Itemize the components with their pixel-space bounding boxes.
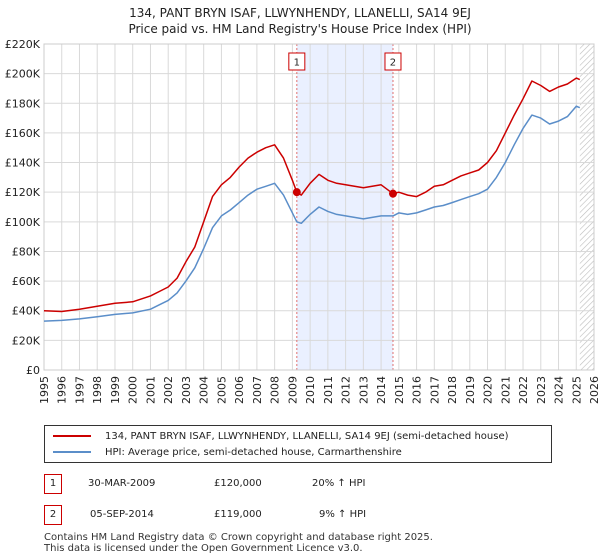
highlight-period	[296, 44, 393, 370]
x-tick-label: 1999	[109, 376, 122, 404]
x-tick-label: 2007	[251, 376, 264, 404]
sale-label-text: 2	[390, 58, 396, 69]
y-tick-label: £0	[26, 364, 40, 377]
legend: 134, PANT BRYN ISAF, LLWYNHENDY, LLANELL…	[44, 425, 552, 463]
legend-item-hpi: HPI: Average price, semi-detached house,…	[53, 444, 402, 460]
price-chart: 1 2 £0 £20K £40K £60K £80K £100K £120K £140K £160K…	[5, 38, 600, 404]
x-tick-label: 2012	[340, 376, 353, 404]
x-tick-label: 1997	[73, 376, 86, 404]
y-tick-label: £200K	[5, 68, 41, 81]
sale-badge: 2	[44, 505, 62, 525]
x-tick-label: 2002	[162, 376, 175, 404]
x-tick-label: 2020	[482, 376, 495, 404]
x-tick-label: 2009	[286, 376, 299, 404]
sale-label-box	[288, 52, 306, 71]
sale-point	[388, 189, 397, 198]
x-tick-label: 2019	[464, 376, 477, 404]
y-tick-label: £180K	[5, 97, 41, 110]
y-tick-label: £100K	[5, 216, 41, 229]
x-tick-label: 2001	[144, 376, 157, 404]
sale-label-text: 1	[294, 58, 300, 69]
sale-hpi-change: 20% ↑ HPI	[312, 478, 366, 489]
y-tick-label: £80K	[12, 245, 41, 258]
x-tick-label: 2016	[411, 376, 424, 404]
x-tick-label: 2023	[535, 376, 548, 404]
table-row: 2 05-SEP-2014 £119,000 9% ↑ HPI	[44, 505, 564, 525]
x-tick-label: 2013	[357, 376, 370, 404]
y-tick-label: £60K	[12, 275, 41, 288]
footer-copyright: Contains HM Land Registry data © Crown c…	[44, 532, 433, 543]
y-tick-label: £120K	[5, 186, 41, 199]
x-tick-label: 2026	[588, 376, 600, 404]
x-tick-label: 2008	[269, 376, 282, 404]
sale-date: 05-SEP-2014	[90, 509, 154, 520]
footer-licence: This data is licensed under the Open Gov…	[44, 543, 363, 554]
legend-label-property: 134, PANT BRYN ISAF, LLWYNHENDY, LLANELL…	[105, 430, 509, 442]
x-tick-label: 2024	[553, 376, 566, 404]
sale-hpi-change: 9% ↑ HPI	[319, 509, 367, 520]
chart-subtitle: Price paid vs. HM Land Registry's House …	[128, 22, 472, 36]
x-tick-label: 1996	[56, 376, 69, 404]
y-tick-label: £40K	[12, 305, 41, 318]
forecast-hatch	[579, 44, 594, 370]
plot-frame	[43, 43, 595, 371]
x-tick-label: 1998	[91, 376, 104, 404]
legend-swatch-property	[53, 435, 91, 437]
y-tick-label: £20K	[12, 334, 41, 347]
sale-price: £119,000	[214, 509, 262, 520]
chart-title: 134, PANT BRYN ISAF, LLWYNHENDY, LLANELL…	[129, 6, 471, 20]
x-tick-label: 1995	[38, 376, 51, 404]
x-tick-label: 2017	[428, 376, 441, 404]
y-tick-label: £220K	[5, 38, 41, 51]
legend-label-hpi: HPI: Average price, semi-detached house,…	[105, 446, 402, 458]
x-tick-label: 2004	[198, 376, 211, 404]
x-tick-label: 2018	[446, 376, 459, 404]
x-tick-label: 2010	[304, 376, 317, 404]
legend-swatch-hpi	[53, 451, 91, 453]
x-tick-label: 2021	[499, 376, 512, 404]
sale-date: 30-MAR-2009	[88, 478, 156, 489]
x-tick-label: 2003	[180, 376, 193, 404]
x-tick-label: 2006	[233, 376, 246, 404]
sale-price: £120,000	[214, 478, 262, 489]
y-tick-label: £160K	[5, 127, 41, 140]
sale-badge: 1	[44, 474, 62, 494]
sale-label-box	[384, 52, 402, 71]
series-line-hpi	[43, 105, 581, 322]
y-tick-label: £140K	[5, 157, 41, 170]
x-tick-label: 2025	[570, 376, 583, 404]
x-tick-label: 2005	[215, 376, 228, 404]
x-tick-label: 2011	[322, 376, 335, 404]
x-tick-label: 2022	[517, 376, 530, 404]
x-tick-label: 2014	[375, 376, 388, 404]
legend-item-property: 134, PANT BRYN ISAF, LLWYNHENDY, LLANELL…	[53, 428, 509, 444]
x-tick-label: 2015	[393, 376, 406, 404]
table-row: 1 30-MAR-2009 £120,000 20% ↑ HPI	[44, 474, 564, 494]
series-line-property	[43, 77, 581, 313]
sale-point	[292, 188, 301, 197]
footer: Contains HM Land Registry data © Crown c…	[44, 532, 433, 554]
x-tick-label: 2000	[127, 376, 140, 404]
